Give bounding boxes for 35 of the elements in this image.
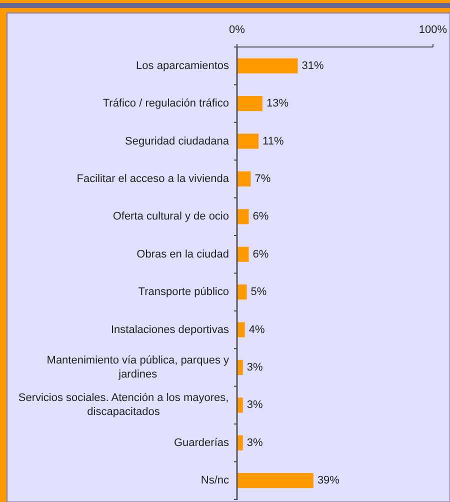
- y-tick-label: Seguridad ciudadana: [125, 135, 230, 148]
- y-tick-label: Obras en la ciudad: [136, 248, 229, 260]
- data-label: 6%: [252, 248, 269, 260]
- y-tick-label: Instalaciones deportivas: [110, 324, 230, 336]
- x-tick-label: 100%: [418, 24, 448, 36]
- data-label: 3%: [246, 361, 263, 374]
- data-label: 11%: [262, 135, 284, 148]
- bar: [237, 134, 259, 149]
- data-label: 4%: [248, 324, 265, 336]
- y-tick-label: Transporte público: [138, 286, 229, 298]
- bar: [237, 246, 249, 262]
- x-tick-label: 0%: [229, 24, 246, 36]
- data-label: 5%: [250, 286, 267, 298]
- data-label: 6%: [252, 210, 269, 223]
- bar: [237, 473, 314, 488]
- bar: [237, 58, 298, 74]
- bar: [237, 284, 247, 300]
- bar: [237, 171, 251, 186]
- y-tick-label: Tráfico / regulación tráfico: [102, 98, 229, 110]
- data-label: 31%: [302, 60, 324, 72]
- data-label: 7%: [254, 172, 271, 185]
- bar: [237, 96, 262, 112]
- data-label: 39%: [317, 474, 340, 487]
- data-label: 3%: [246, 436, 263, 449]
- y-tick-label: Mantenimiento vía pública, parques y jardines: [46, 354, 230, 380]
- y-tick-label: Facilitar el acceso a la vivienda: [76, 172, 230, 185]
- bar: [237, 209, 249, 224]
- y-tick-label: Los aparcamientos: [136, 60, 230, 72]
- y-tick-label: Guarderías: [174, 436, 230, 449]
- bar: [237, 322, 245, 338]
- data-label: 3%: [246, 399, 263, 412]
- y-tick-label: Ns/nc: [200, 474, 230, 487]
- y-tick-label: Oferta cultural y de ocio: [112, 210, 229, 223]
- y-tick-label: Servicios sociales. Atención a los mayores, discapacitados: [18, 392, 229, 418]
- data-label: 13%: [266, 98, 289, 110]
